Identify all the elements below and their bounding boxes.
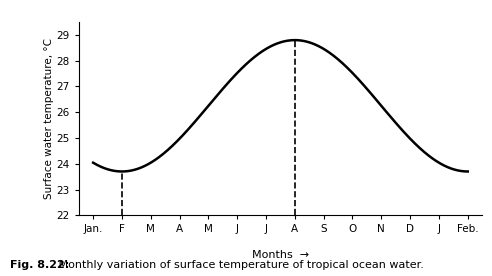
Text: Fig. 8.22:: Fig. 8.22:	[10, 261, 69, 270]
Text: Monthly variation of surface temperature of tropical ocean water.: Monthly variation of surface temperature…	[55, 261, 424, 270]
Text: Months  →: Months →	[252, 250, 309, 260]
Y-axis label: Surface water temperature, °C: Surface water temperature, °C	[44, 38, 54, 199]
